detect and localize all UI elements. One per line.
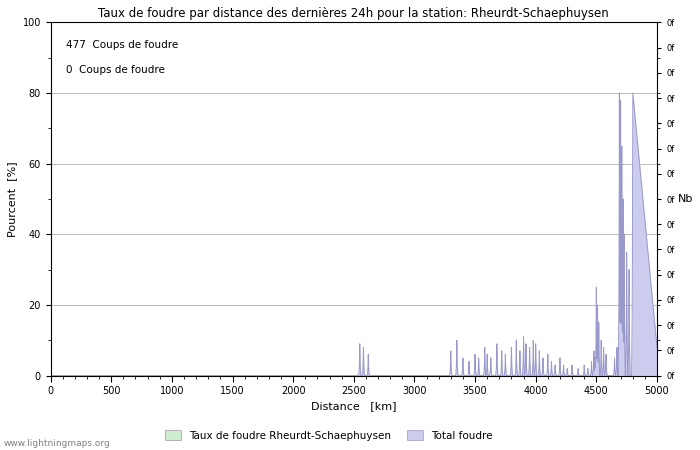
Text: 0  Coups de foudre: 0 Coups de foudre bbox=[66, 65, 164, 75]
Y-axis label: Nb: Nb bbox=[678, 194, 693, 204]
Text: www.lightningmaps.org: www.lightningmaps.org bbox=[4, 439, 111, 448]
Y-axis label: Pourcent  [%]: Pourcent [%] bbox=[7, 161, 17, 237]
Text: 477  Coups de foudre: 477 Coups de foudre bbox=[66, 40, 178, 50]
Legend: Taux de foudre Rheurdt-Schaephuysen, Total foudre: Taux de foudre Rheurdt-Schaephuysen, Tot… bbox=[161, 426, 497, 445]
X-axis label: Distance   [km]: Distance [km] bbox=[311, 401, 396, 412]
Title: Taux de foudre par distance des dernières 24h pour la station: Rheurdt-Schaephuy: Taux de foudre par distance des dernière… bbox=[99, 7, 609, 20]
